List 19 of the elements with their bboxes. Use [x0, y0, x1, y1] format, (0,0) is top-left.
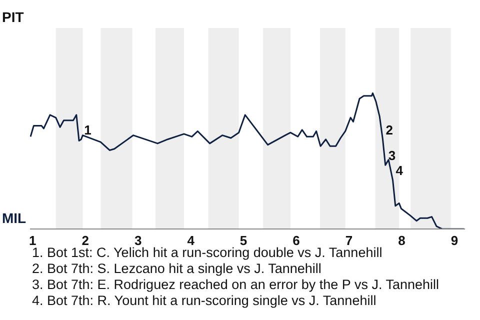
text: 2. Bot 7th: S. Lezcano hit a single vs J. Tannehill [32, 261, 322, 277]
x-tick-label: 2 [82, 233, 89, 248]
x-tick-label: 6 [292, 233, 300, 248]
annotation: 1 [84, 122, 92, 138]
annotation: 4 [396, 163, 404, 178]
text: 4. Bot 7th: R. Yount hit a run-scoring single vs J. Tannehill [32, 293, 378, 309]
x-tick-label: 7 [345, 233, 353, 248]
x-tick-label: 9 [450, 233, 458, 248]
text: 1. Bot 1st: C. Yelich hit a run-scoring double vs J. Tannehill [32, 245, 382, 260]
x-tick-label: 1 [29, 233, 36, 248]
x-tick-label: 8 [398, 233, 406, 248]
annotation: 3 [388, 148, 396, 164]
annotation: 2 [386, 122, 393, 138]
text: MIL [2, 210, 26, 226]
text: 3. Bot 7th: E. Rodriguez reached on an error by the P vs J. Tannehill [32, 277, 439, 293]
x-tick-label: 3 [134, 233, 142, 248]
x-tick-label: 4 [187, 233, 196, 248]
text: PIT [2, 9, 24, 25]
x-tick-label: 5 [240, 233, 248, 248]
